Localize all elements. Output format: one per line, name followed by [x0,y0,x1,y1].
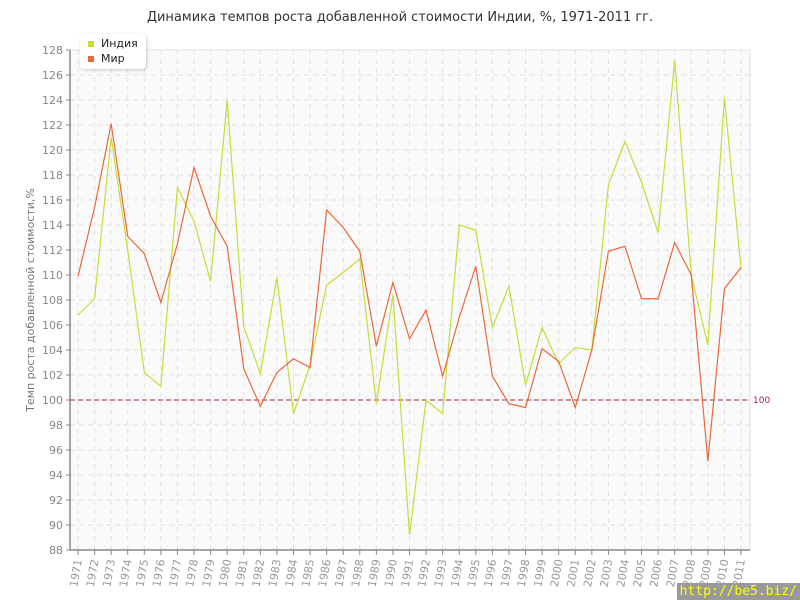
x-tick-label: 1995 [465,558,483,588]
y-tick-label: 120 [42,144,63,157]
legend-item-world[interactable]: Мир [88,51,138,66]
x-tick-label: 2001 [565,558,583,588]
y-tick-label: 88 [49,544,63,557]
y-tick-label: 112 [42,244,63,257]
x-tick-label: 2011 [730,558,748,588]
x-tick-label: 1996 [482,558,500,588]
x-tick-label: 1992 [415,558,433,588]
y-tick-label: 106 [42,319,63,332]
x-tick-label: 2010 [714,558,732,588]
watermark-link[interactable]: http://be5.biz/ [676,583,800,600]
x-tick-label: 2004 [614,558,632,588]
x-tick-label: 1971 [67,558,85,588]
x-tick-label: 1978 [183,558,201,588]
x-tick-label: 1990 [382,558,400,588]
legend-swatch-india [88,41,94,47]
x-tick-label: 2005 [631,558,649,588]
x-tick-label: 2002 [581,558,599,588]
y-tick-label: 122 [42,119,63,132]
y-tick-label: 110 [42,269,63,282]
x-tick-label: 2000 [548,558,566,588]
y-tick-label: 118 [42,169,63,182]
legend-item-india[interactable]: Индия [88,36,138,51]
y-tick-label: 126 [42,69,63,82]
x-tick-label: 1985 [299,558,317,588]
x-tick-label: 1999 [531,558,549,588]
legend-swatch-world [88,56,94,62]
x-tick-label: 1977 [167,558,185,588]
x-tick-label: 2007 [664,558,682,588]
chart-title: Динамика темпов роста добавленной стоимо… [146,10,654,25]
x-tick-label: 1973 [100,558,118,588]
series-world [77,123,742,462]
x-tick-label: 2008 [681,558,699,588]
x-tick-label: 1997 [498,558,516,588]
x-tick-label: 1998 [515,558,533,588]
y-tick-label: 108 [42,294,63,307]
x-tick-label: 2006 [647,558,665,588]
y-tick-label: 90 [49,519,63,532]
x-tick-label: 1988 [349,558,367,588]
y-tick-label: 102 [42,369,63,382]
x-tick-label: 1979 [200,558,218,588]
x-tick-label: 1975 [134,558,152,588]
legend-label: Мир [101,52,125,65]
y-axis-label: Темп роста добавленной стоимости,% [24,188,37,413]
y-tick-label: 104 [42,344,63,357]
series-line [77,123,742,462]
x-tick-label: 1981 [233,558,251,588]
x-tick-label: 1974 [117,558,135,588]
x-tick-label: 1991 [399,558,417,588]
x-tick-label: 1993 [432,558,450,588]
x-tick-label: 1984 [283,558,301,588]
x-tick-label: 2009 [697,558,715,588]
reference-line-label: 100 [753,396,770,406]
x-tick-label: 1989 [366,558,384,588]
y-tick-label: 124 [42,94,63,107]
y-tick-label: 114 [42,219,63,232]
x-tick-label: 1986 [316,558,334,588]
y-tick-label: 96 [49,444,63,457]
x-tick-label: 1982 [250,558,268,588]
y-tick-label: 98 [49,419,63,432]
y-tick-label: 128 [42,44,63,57]
x-tick-label: 2003 [598,558,616,588]
y-tick-label: 100 [42,394,63,407]
x-tick-label: 1972 [84,558,102,588]
x-tick-label: 1994 [449,558,467,588]
x-tick-label: 1976 [150,558,168,588]
y-tick-label: 94 [49,469,63,482]
series-india [77,59,742,536]
series-line [77,59,742,536]
x-tick-label: 1987 [332,558,350,588]
x-tick-label: 1983 [266,558,284,588]
x-tick-label: 1980 [216,558,234,588]
legend: Индия Мир [80,34,146,69]
legend-label: Индия [101,37,138,50]
y-tick-label: 92 [49,494,63,507]
y-tick-label: 116 [42,194,63,207]
